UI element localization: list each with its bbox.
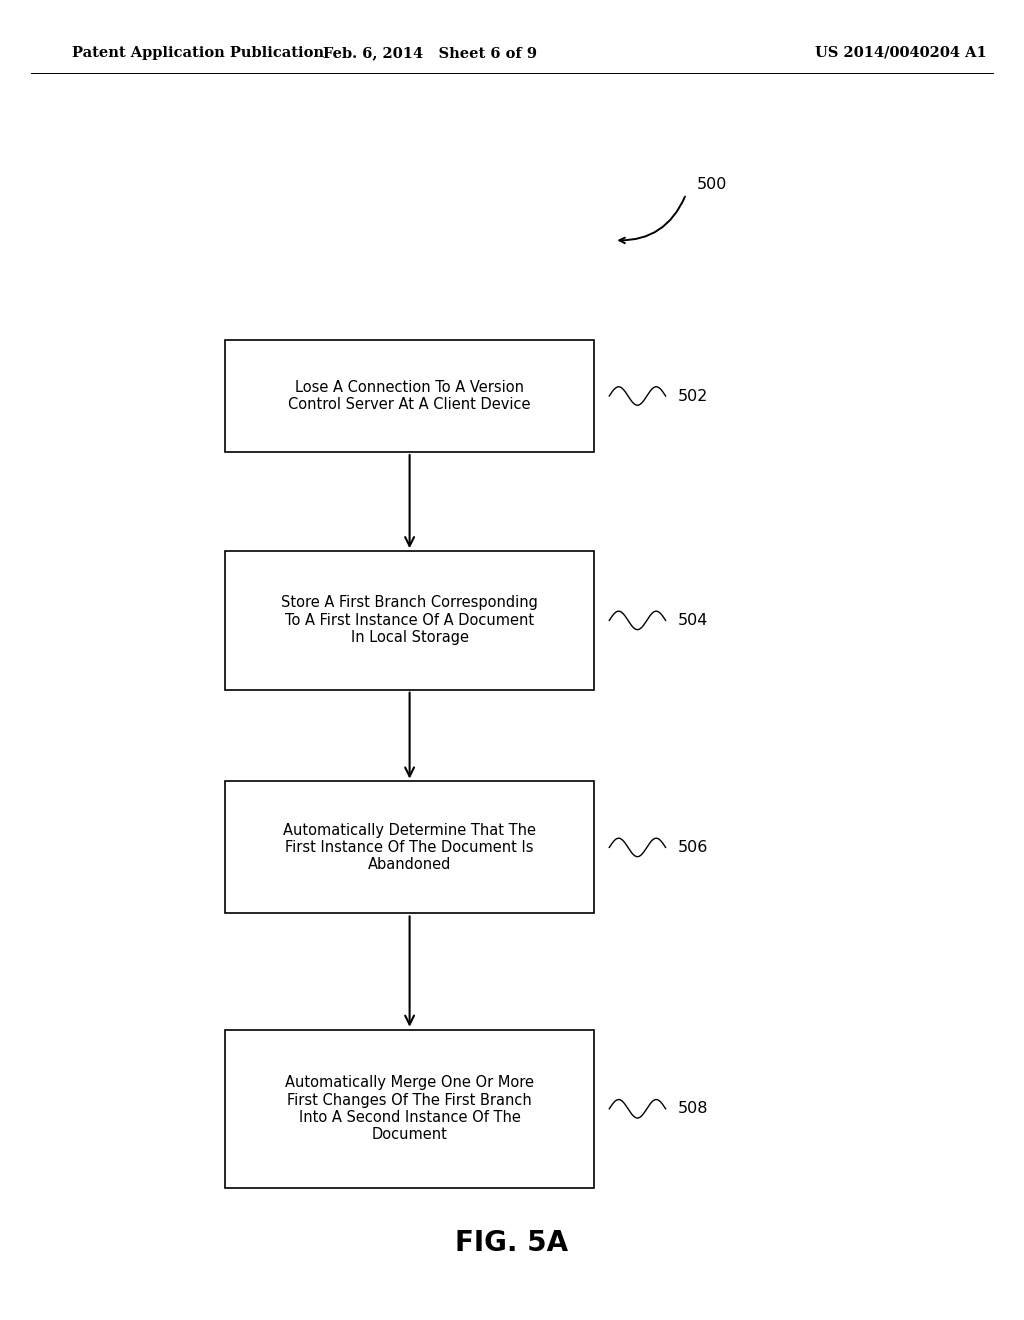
- FancyBboxPatch shape: [225, 341, 594, 451]
- Text: Patent Application Publication: Patent Application Publication: [72, 46, 324, 59]
- Text: 504: 504: [678, 612, 709, 628]
- Text: Automatically Merge One Or More
First Changes Of The First Branch
Into A Second : Automatically Merge One Or More First Ch…: [285, 1076, 535, 1142]
- Text: Store A First Branch Corresponding
To A First Instance Of A Document
In Local St: Store A First Branch Corresponding To A …: [282, 595, 538, 645]
- Text: FIG. 5A: FIG. 5A: [456, 1229, 568, 1258]
- Text: 506: 506: [678, 840, 709, 855]
- Text: 500: 500: [696, 177, 727, 193]
- FancyBboxPatch shape: [225, 552, 594, 689]
- Text: US 2014/0040204 A1: US 2014/0040204 A1: [815, 46, 987, 59]
- Text: Lose A Connection To A Version
Control Server At A Client Device: Lose A Connection To A Version Control S…: [289, 380, 530, 412]
- Text: Feb. 6, 2014   Sheet 6 of 9: Feb. 6, 2014 Sheet 6 of 9: [324, 46, 537, 59]
- Text: Automatically Determine That The
First Instance Of The Document Is
Abandoned: Automatically Determine That The First I…: [283, 822, 537, 873]
- Text: 508: 508: [678, 1101, 709, 1117]
- Text: 502: 502: [678, 388, 709, 404]
- FancyBboxPatch shape: [225, 1030, 594, 1188]
- FancyBboxPatch shape: [225, 781, 594, 913]
